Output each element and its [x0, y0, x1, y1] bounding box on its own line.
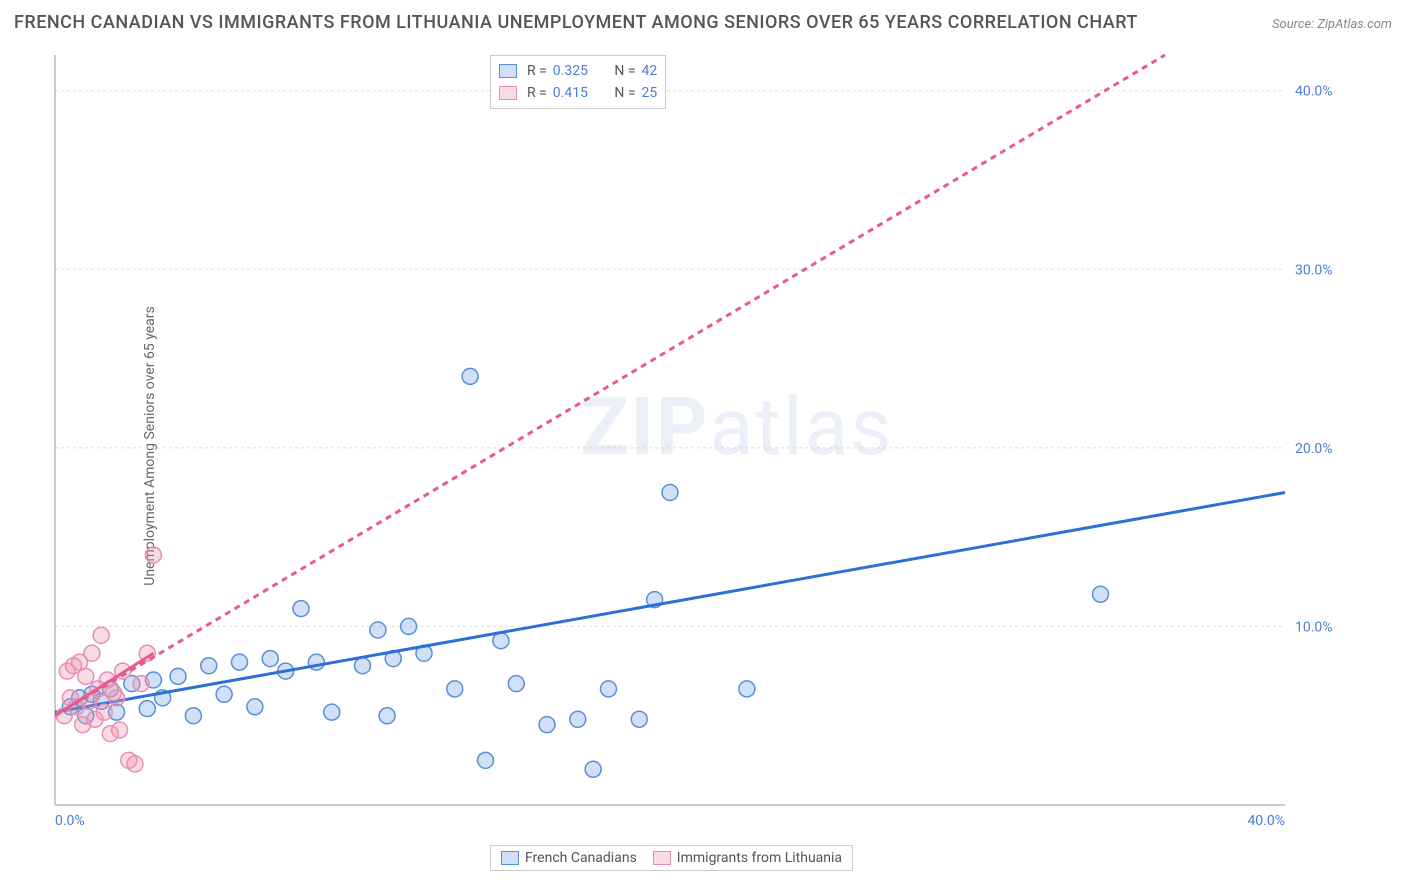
data-point: [96, 704, 112, 720]
n-label: N =: [614, 60, 635, 82]
data-point: [262, 651, 278, 667]
data-point: [293, 601, 309, 617]
legend-label: French Canadians: [525, 850, 637, 866]
r-value: 0.325: [553, 60, 588, 82]
n-label: N =: [614, 82, 635, 104]
data-point: [401, 618, 417, 634]
data-point: [462, 368, 478, 384]
data-point: [493, 633, 509, 649]
trend-line: [55, 55, 1165, 716]
legend-item: Immigrants from Lithuania: [653, 850, 842, 866]
data-point: [78, 668, 94, 684]
data-point: [585, 761, 601, 777]
n-value: 25: [642, 82, 658, 104]
data-point: [508, 676, 524, 692]
data-point: [379, 708, 395, 724]
data-point: [185, 708, 201, 724]
data-point: [133, 676, 149, 692]
data-point: [662, 485, 678, 501]
data-point: [631, 711, 647, 727]
legend-label: Immigrants from Lithuania: [677, 850, 842, 866]
data-point: [84, 645, 100, 661]
r-value: 0.415: [553, 82, 588, 104]
legend-swatch: [653, 851, 671, 865]
r-label: R =: [527, 60, 547, 82]
data-point: [105, 685, 121, 701]
data-point: [739, 681, 755, 697]
chart-container: FRENCH CANADIAN VS IMMIGRANTS FROM LITHU…: [0, 0, 1406, 892]
data-point: [112, 722, 128, 738]
legend-stat-row: R = 0.325 N = 42: [499, 60, 657, 82]
header: FRENCH CANADIAN VS IMMIGRANTS FROM LITHU…: [14, 12, 1392, 33]
data-point: [139, 701, 155, 717]
data-point: [1093, 586, 1109, 602]
legend-stat-row: R = 0.415 N = 25: [499, 82, 657, 104]
data-point: [170, 668, 186, 684]
data-point: [247, 699, 263, 715]
y-tick-label: 40.0%: [1295, 84, 1333, 100]
data-point: [324, 704, 340, 720]
data-point: [601, 681, 617, 697]
r-label: R =: [527, 82, 547, 104]
y-tick-label: 30.0%: [1295, 262, 1333, 278]
scatter-plot: 10.0% 20.0% 30.0% 40.0% 0.0% 40.0%: [50, 50, 1350, 830]
source-label: Source: ZipAtlas.com: [1272, 17, 1392, 32]
data-point: [201, 658, 217, 674]
legend-series: French Canadians Immigrants from Lithuani…: [490, 845, 853, 871]
data-point: [478, 752, 494, 768]
data-point: [93, 627, 109, 643]
data-point: [145, 547, 161, 563]
legend-item: French Canadians: [501, 850, 637, 866]
data-point: [232, 654, 248, 670]
data-point: [570, 711, 586, 727]
x-tick-label: 0.0%: [55, 813, 85, 829]
data-point: [355, 658, 371, 674]
data-point: [447, 681, 463, 697]
n-value: 42: [642, 60, 658, 82]
data-point: [216, 686, 232, 702]
legend-swatch: [499, 86, 517, 100]
data-point: [370, 622, 386, 638]
legend-swatch: [499, 64, 517, 78]
legend-swatch: [501, 851, 519, 865]
chart-title: FRENCH CANADIAN VS IMMIGRANTS FROM LITHU…: [14, 12, 1138, 33]
legend-stats: R = 0.325 N = 42R = 0.415 N = 25: [490, 55, 666, 109]
data-point: [127, 756, 143, 772]
y-tick-label: 10.0%: [1295, 619, 1333, 635]
data-point: [539, 717, 555, 733]
y-tick-label: 20.0%: [1295, 441, 1333, 457]
x-tick-label: 40.0%: [1247, 813, 1285, 829]
